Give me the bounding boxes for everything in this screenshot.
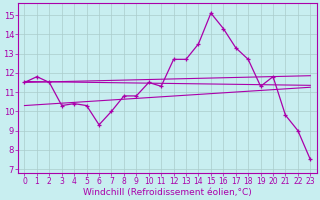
- X-axis label: Windchill (Refroidissement éolien,°C): Windchill (Refroidissement éolien,°C): [83, 188, 252, 197]
